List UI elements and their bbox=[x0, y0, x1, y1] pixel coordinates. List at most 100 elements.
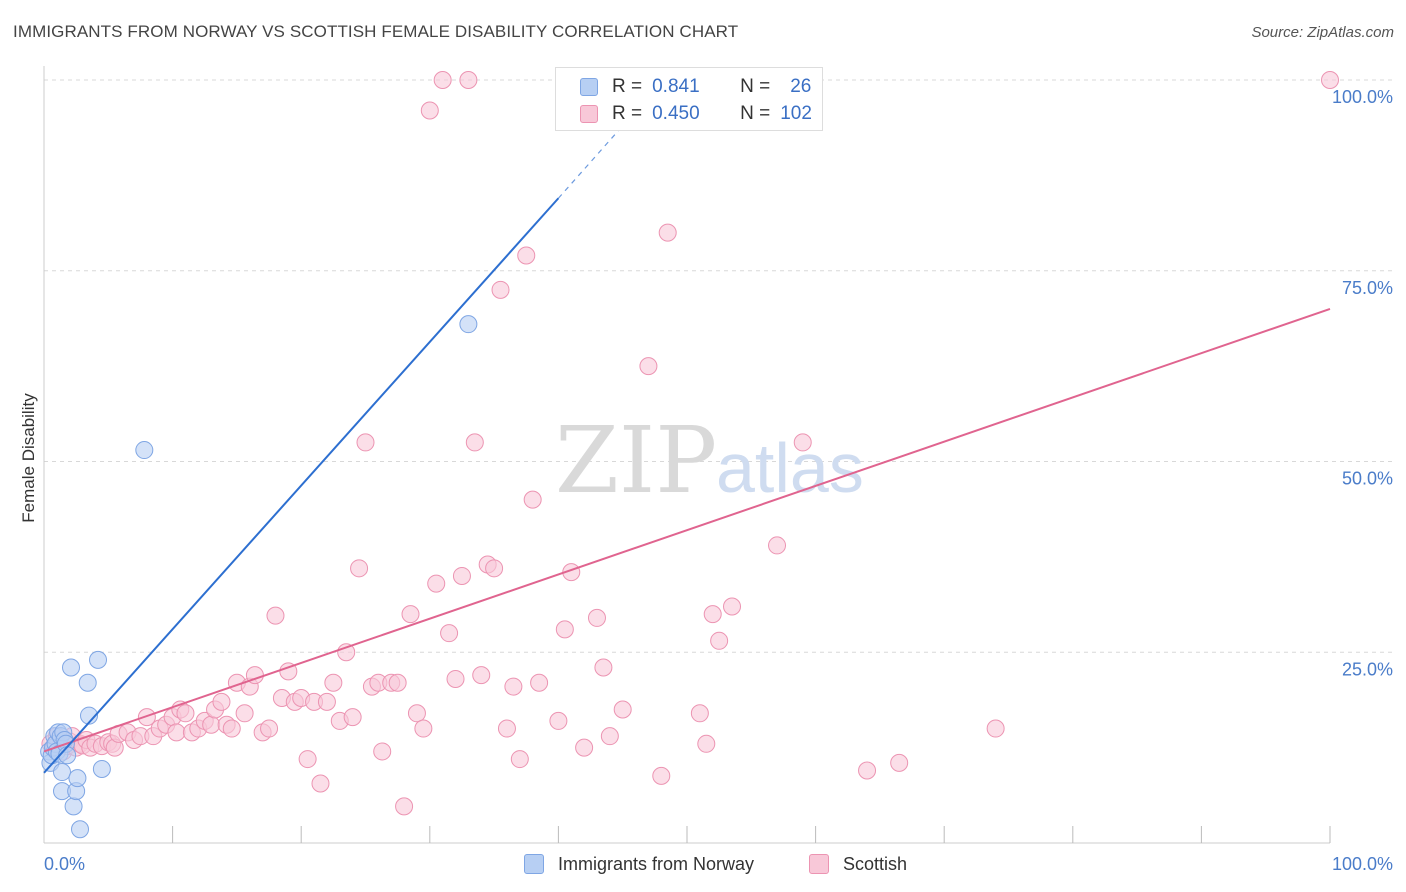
scottish-point bbox=[723, 597, 742, 616]
scottish-point bbox=[433, 71, 452, 89]
chart-title: IMMIGRANTS FROM NORWAY VS SCOTTISH FEMAL… bbox=[13, 22, 739, 41]
legend-row-scottish: R = 0.450 N = 102 bbox=[580, 102, 812, 126]
scottish-point bbox=[395, 797, 414, 816]
r-label: R = bbox=[612, 103, 643, 124]
norway-point bbox=[64, 797, 83, 816]
scottish-point bbox=[373, 742, 392, 761]
scottish-point bbox=[491, 280, 510, 299]
scottish-point bbox=[260, 719, 279, 738]
scottish-point bbox=[652, 766, 671, 785]
scottish-point bbox=[446, 669, 465, 688]
y-tick-label: 25.0% bbox=[1342, 659, 1393, 679]
scottish-point bbox=[517, 246, 536, 265]
norway-point bbox=[78, 673, 97, 692]
scottish-point bbox=[658, 223, 677, 242]
y-tick-label: 75.0% bbox=[1342, 278, 1393, 298]
scottish-point bbox=[555, 620, 574, 639]
scottish-point bbox=[710, 631, 729, 650]
y-axis-label: Female Disability bbox=[19, 393, 38, 523]
scottish-trend-line bbox=[43, 307, 1331, 753]
scottish-point bbox=[504, 677, 523, 696]
r-label: R = bbox=[612, 76, 643, 97]
scottish-point bbox=[465, 433, 484, 452]
norway-points bbox=[40, 315, 478, 839]
norway-point bbox=[135, 441, 154, 460]
scottish-point bbox=[343, 708, 362, 727]
scottish-point bbox=[212, 692, 231, 711]
scottish-point bbox=[639, 357, 658, 376]
r-value: 0.450 bbox=[652, 103, 700, 124]
scottish-point bbox=[575, 738, 594, 757]
scottish-point bbox=[986, 719, 1005, 738]
n-value: 26 bbox=[790, 76, 812, 97]
scottish-point bbox=[350, 559, 369, 578]
n-label: N = bbox=[740, 103, 771, 124]
y-tick-label: 50.0% bbox=[1342, 469, 1393, 489]
scottish-point bbox=[440, 624, 459, 643]
n-label: N = bbox=[740, 76, 771, 97]
scottish-point bbox=[587, 608, 606, 627]
scottish-point bbox=[530, 673, 549, 692]
scottish-point bbox=[510, 750, 529, 769]
scottish-point bbox=[459, 71, 478, 89]
scottish-point bbox=[600, 727, 619, 746]
scottish-point bbox=[890, 753, 909, 772]
norway-point bbox=[58, 746, 77, 765]
scottish-point bbox=[356, 433, 375, 452]
scottish-point bbox=[690, 704, 709, 723]
scottish-point bbox=[452, 566, 471, 585]
scottish-point bbox=[485, 559, 504, 578]
scottish-point bbox=[298, 750, 317, 769]
norway-swatch bbox=[580, 78, 598, 96]
scottish-point bbox=[472, 666, 491, 685]
scottish-legend-label: Scottish bbox=[843, 853, 908, 874]
norway-point bbox=[92, 759, 111, 778]
source-credit: Source: ZipAtlas.com bbox=[1251, 24, 1394, 41]
r-value: 0.841 bbox=[652, 76, 700, 97]
x-tick-label: 100.0% bbox=[1332, 854, 1393, 874]
norway-legend-swatch bbox=[524, 854, 544, 874]
scottish-point bbox=[137, 708, 156, 727]
norway-point bbox=[459, 315, 478, 334]
n-value: 102 bbox=[780, 103, 812, 124]
scottish-point bbox=[858, 761, 877, 780]
norway-point bbox=[68, 769, 87, 788]
scottish-point bbox=[703, 605, 722, 624]
axes bbox=[43, 66, 1331, 844]
trend-lines bbox=[43, 125, 1331, 774]
scottish-point bbox=[613, 700, 632, 719]
scottish-point bbox=[420, 101, 439, 120]
legend-item-scottish[interactable]: Scottish bbox=[809, 852, 907, 876]
scottish-point bbox=[317, 692, 336, 711]
norway-point bbox=[53, 763, 72, 782]
scottish-point bbox=[793, 433, 812, 452]
watermark-zip: ZIP bbox=[555, 407, 717, 514]
scottish-point bbox=[407, 704, 426, 723]
scottish-point bbox=[549, 711, 568, 730]
scottish-point bbox=[176, 704, 195, 723]
scottish-point bbox=[167, 723, 186, 742]
x-tick-label: 0.0% bbox=[44, 854, 85, 874]
scottish-point bbox=[388, 673, 407, 692]
scottish-point bbox=[401, 605, 420, 624]
scottish-point bbox=[311, 774, 330, 793]
norway-trend-line bbox=[43, 197, 560, 774]
scottish-point bbox=[235, 704, 254, 723]
norway-point bbox=[71, 820, 90, 839]
scottish-swatch bbox=[580, 105, 598, 123]
legend-item-norway[interactable]: Immigrants from Norway bbox=[524, 852, 754, 876]
scottish-point bbox=[768, 536, 787, 555]
norway-point bbox=[62, 658, 81, 677]
scottish-point bbox=[222, 719, 241, 738]
scottish-point bbox=[1321, 71, 1339, 89]
scottish-point bbox=[324, 673, 343, 692]
norway-trend-extension bbox=[557, 125, 624, 199]
norway-legend-label: Immigrants from Norway bbox=[558, 853, 755, 874]
scottish-point bbox=[523, 490, 542, 509]
norway-point bbox=[89, 650, 108, 669]
scottish-point bbox=[497, 719, 516, 738]
legend-row-norway: R = 0.841 N = 26 bbox=[580, 75, 811, 99]
scottish-point bbox=[594, 658, 613, 677]
scottish-point bbox=[202, 715, 221, 734]
